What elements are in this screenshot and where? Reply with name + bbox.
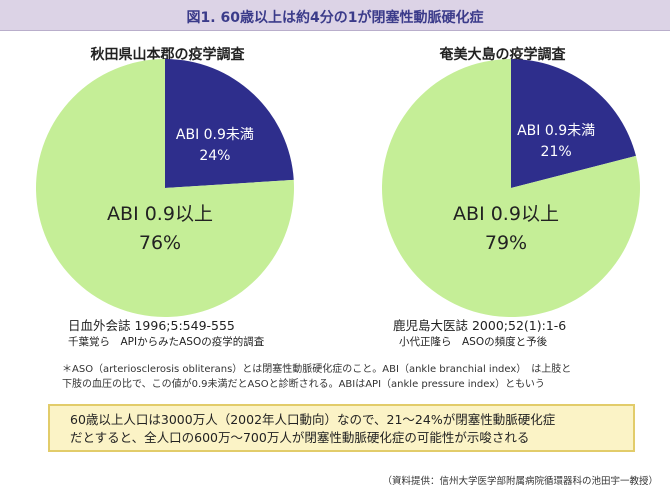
slice-percent-below-09: 24% (199, 148, 230, 164)
footnote-line-1: ＊ASO（arteriosclerosis obliterans）とは閉塞性動脈… (62, 364, 572, 375)
pie-slice-above-09 (382, 59, 640, 317)
aso-footnote: ＊ASO（arteriosclerosis obliterans）とは閉塞性動脈… (62, 362, 622, 392)
summary-line-1: 60歳以上人口は3000万人（2002年人口動向）なので、21〜24%が閉塞性動… (70, 412, 556, 427)
footnote-line-2: 下肢の血圧の比で、この値が0.9未満だとASOと診断される。ABIはAPI（an… (62, 379, 545, 390)
slice-percent-above-09: 79% (485, 232, 527, 254)
summary-box: 60歳以上人口は3000万人（2002年人口動向）なので、21〜24%が閉塞性動… (48, 404, 635, 452)
pie-chart-right: ABI 0.9未満 21% ABI 0.9以上 79% (382, 59, 640, 317)
chart-title-right: 奄美大島の疫学調査 (439, 47, 566, 63)
source-author-left: 千葉覚ら APIからみたASOの疫学的調査 (68, 336, 265, 348)
source-citation-right: 鹿児島大医誌 2000;52(1):1-6 (393, 318, 567, 333)
slice-label-above-09: ABI 0.9以上 (107, 203, 213, 225)
pie-slice-below-09 (165, 59, 294, 188)
pie-slice-below-09 (511, 59, 636, 188)
source-right: 鹿児島大医誌 2000;52(1):1-6 小代正隆ら ASOの頻度と予後 (393, 318, 566, 350)
figure-title: 図1. 60歳以上は約4分の1が閉塞性動脈硬化症 (186, 10, 484, 26)
pie-slice-above-09 (36, 59, 294, 317)
summary-line-2: だとすると、全人口の600万〜700万人が閉塞性動脈硬化症の可能性が示唆される (70, 430, 530, 445)
slice-percent-above-09: 76% (139, 232, 181, 254)
slice-label-below-09: ABI 0.9未満 (176, 127, 254, 143)
source-author-right: 小代正隆ら ASOの頻度と予後 (399, 336, 548, 348)
slice-label-below-09: ABI 0.9未満 (517, 123, 595, 139)
data-credit: （資料提供：信州大学医学部附属病院循環器科の池田宇一教授） (382, 476, 658, 487)
header-bar: 図1. 60歳以上は約4分の1が閉塞性動脈硬化症 (0, 0, 670, 31)
source-left: 日血外会誌 1996;5:549-555 千葉覚ら APIからみたASOの疫学的… (68, 318, 264, 350)
summary-text: 60歳以上人口は3000万人（2002年人口動向）なので、21〜24%が閉塞性動… (70, 411, 625, 447)
chart-title-left: 秋田県山本郡の疫学調査 (90, 47, 245, 63)
source-citation-left: 日血外会誌 1996;5:549-555 (68, 318, 235, 333)
slice-label-above-09: ABI 0.9以上 (453, 203, 559, 225)
pie-chart-left: ABI 0.9未満 24% ABI 0.9以上 76% (36, 59, 294, 317)
slice-percent-below-09: 21% (541, 144, 572, 160)
